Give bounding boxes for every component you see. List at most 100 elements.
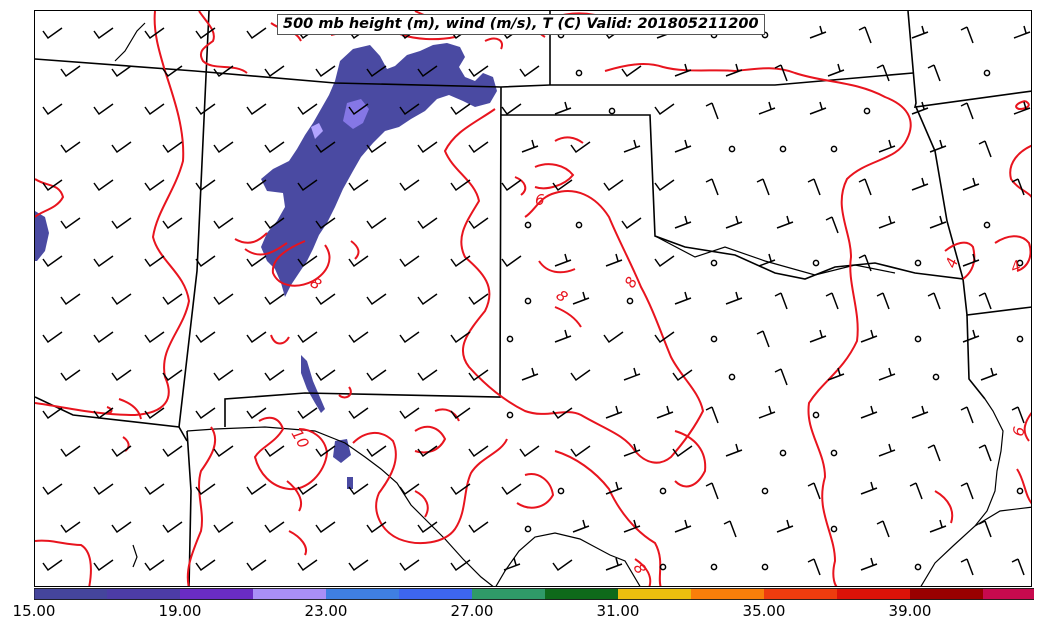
wind-barb (978, 444, 992, 462)
wind-barb (399, 103, 420, 116)
wind-barb (605, 405, 623, 419)
wind-barb (246, 331, 267, 344)
contour-label: 8 (621, 274, 641, 291)
wind-barb (93, 331, 114, 344)
contour-label: 8 (307, 274, 325, 294)
wind-barb (654, 255, 675, 268)
wind-barb (705, 102, 719, 120)
wind-barb (519, 445, 540, 458)
wind-barb (827, 63, 845, 77)
calm-wind-circle (830, 449, 838, 457)
wind-barbs (42, 25, 1031, 576)
calm-wind-circle (1016, 335, 1024, 343)
wind-barb (162, 445, 183, 458)
wind-barb (348, 331, 369, 344)
wind-barb (297, 179, 318, 192)
wind-barb (978, 292, 992, 310)
wind-barb (978, 520, 992, 538)
wind-barb (144, 179, 165, 192)
wind-barb (348, 483, 369, 496)
wind-barb (554, 329, 572, 343)
wind-barb (42, 483, 63, 496)
wind-barb (878, 139, 896, 153)
calm-wind-circle (659, 563, 667, 571)
wind-barb (60, 141, 81, 154)
wind-barb (674, 519, 692, 533)
wind-barb (960, 482, 974, 500)
calm-wind-circle (710, 563, 718, 571)
wind-barb (195, 255, 216, 268)
wind-barb (399, 483, 420, 496)
wind-barb (264, 521, 285, 534)
wind-barb (723, 520, 737, 538)
wind-barb (399, 331, 420, 344)
wind-barb (468, 141, 489, 154)
wind-barb (827, 367, 845, 381)
wind-barb (858, 26, 872, 44)
colorbar-segment (910, 588, 983, 600)
wind-barb (297, 103, 318, 116)
colorbar-segment (691, 588, 764, 600)
wind-barb (623, 443, 641, 457)
wind-barb (501, 255, 522, 268)
wind-barb (552, 559, 573, 572)
wind-barb (705, 406, 719, 424)
wind-barb (756, 330, 770, 348)
calm-wind-circle (779, 145, 787, 153)
colorbar-segment (107, 588, 180, 600)
wind-barb (264, 293, 285, 306)
calm-wind-circle (557, 487, 565, 495)
wind-barb (674, 215, 692, 229)
wind-barb (144, 407, 165, 420)
wind-barb (554, 253, 572, 267)
map-canvas: 6 8 8 8 8 10 4 4 6 (35, 11, 1031, 586)
colorbar-segment (253, 588, 326, 600)
wind-barb (348, 103, 369, 116)
calm-wind-circle (626, 297, 634, 305)
wind-barb (213, 521, 234, 534)
wind-barb (672, 445, 693, 458)
calm-wind-circle (710, 335, 718, 343)
wind-barb (195, 559, 216, 572)
wind-barb (962, 329, 980, 343)
wind-barb (501, 103, 522, 116)
wind-barb (162, 217, 183, 230)
wind-barb (552, 407, 573, 420)
wind-barb (195, 331, 216, 344)
contour-labels: 6 8 8 8 8 10 4 4 6 (288, 191, 1029, 577)
wind-barb (111, 293, 132, 306)
wind-barb (450, 331, 471, 344)
wind-barb (315, 445, 336, 458)
wind-barb (725, 291, 743, 305)
wind-barb (860, 405, 878, 419)
wind-barb (927, 444, 941, 462)
wind-barb (111, 141, 132, 154)
wind-barb (246, 27, 267, 40)
wind-barb (60, 445, 81, 458)
wind-barb (213, 445, 234, 458)
wind-barb (503, 557, 521, 571)
calm-wind-circle (761, 563, 769, 571)
coastline (114, 22, 1031, 586)
wind-barb (825, 216, 839, 234)
wind-barb (144, 331, 165, 344)
wind-barb (858, 254, 872, 272)
wind-barb (774, 368, 788, 386)
wind-barb (825, 292, 839, 310)
colorbar-segment (837, 588, 910, 600)
wind-barb (399, 407, 420, 420)
wind-barb (417, 141, 438, 154)
wind-barb (623, 367, 641, 381)
wind-barb (927, 64, 941, 82)
wind-barb (111, 445, 132, 458)
calm-wind-circle (524, 297, 532, 305)
wind-barb (162, 521, 183, 534)
temperature-contours (35, 11, 1031, 586)
calm-wind-circles (506, 31, 1024, 571)
wind-barb (572, 519, 590, 533)
wind-barb (570, 141, 591, 154)
calm-wind-circle (812, 259, 820, 267)
wind-barb (572, 291, 590, 305)
wind-barb (960, 102, 974, 120)
wind-barb (705, 178, 719, 196)
